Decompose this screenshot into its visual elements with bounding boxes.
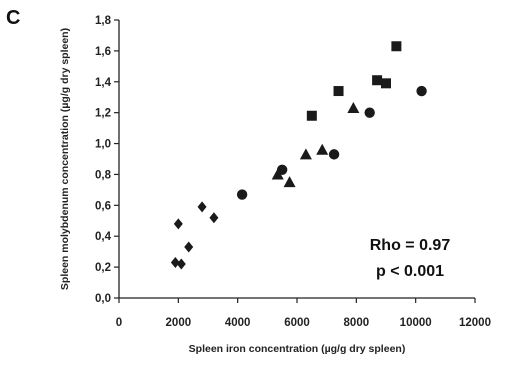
- square-point: [306, 110, 317, 121]
- triangle-point: [299, 148, 312, 160]
- square-point: [333, 86, 344, 97]
- triangle-point: [271, 168, 284, 180]
- y-tick-label: 1,2: [95, 108, 111, 120]
- square-point: [381, 78, 391, 89]
- circle-point: [364, 107, 375, 118]
- diamond-point: [184, 241, 194, 253]
- y-tick-label: 0,6: [95, 200, 111, 212]
- diamond-point: [176, 258, 186, 270]
- x-tick-label: 2000: [166, 317, 192, 329]
- axes: [118, 20, 475, 299]
- diamond-point: [197, 201, 207, 213]
- diamond-point: [170, 256, 180, 268]
- x-axis-ticks: 0 2000 4000 6000 8000 10000 12000: [116, 298, 491, 329]
- x-tick-label: 8000: [344, 317, 370, 329]
- y-tick-label: 1,4: [95, 77, 112, 89]
- x-tick-label: 12000: [459, 317, 491, 329]
- circle-point: [328, 149, 340, 160]
- x-axis-label: Spleen iron concentration (µg/g dry sple…: [189, 343, 406, 355]
- triangle-point: [283, 176, 296, 188]
- y-axis-ticks: 0,0 0,2 0,4 0,6 0,8 1,0 1,2 1,4 1,6 1,8: [95, 15, 119, 305]
- circle-point: [416, 85, 427, 97]
- y-tick-label: 1,6: [95, 46, 111, 58]
- diamond-point: [209, 212, 219, 224]
- y-tick-label: 0,4: [95, 231, 112, 243]
- y-axis-label: Spleen molybdenum concentration (µg/g dr…: [59, 28, 71, 290]
- square-point: [391, 41, 402, 52]
- panel-label: C: [6, 7, 20, 29]
- x-tick-label: 0: [116, 317, 122, 329]
- rho-annotation: Rho = 0.97: [370, 237, 451, 254]
- square-point: [372, 75, 383, 86]
- y-tick-label: 0,8: [95, 169, 112, 181]
- triangle-point: [316, 143, 329, 155]
- x-tick-label: 10000: [400, 317, 432, 329]
- x-tick-label: 6000: [284, 317, 310, 329]
- data-points: [170, 41, 427, 270]
- y-tick-label: 1,0: [95, 139, 111, 151]
- circle-point: [236, 189, 248, 200]
- diamond-point: [173, 218, 183, 230]
- p-value-annotation: p < 0.001: [376, 263, 444, 280]
- y-tick-label: 0,2: [95, 262, 111, 274]
- y-tick-label: 0,0: [95, 293, 111, 305]
- y-tick-label: 1,8: [95, 15, 112, 27]
- x-tick-label: 4000: [225, 317, 251, 329]
- triangle-point: [347, 102, 360, 114]
